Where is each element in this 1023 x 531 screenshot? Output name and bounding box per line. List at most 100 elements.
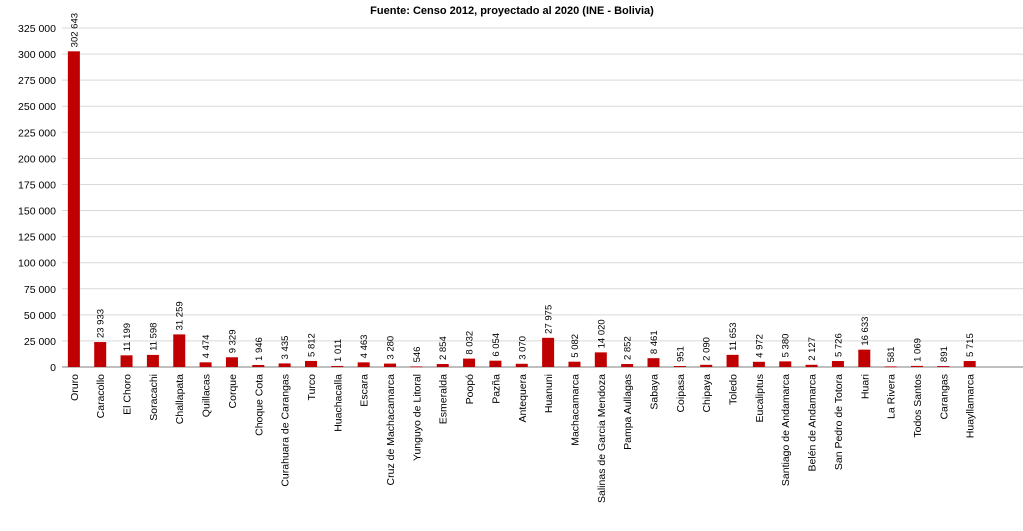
- data-label: 23 933: [96, 309, 107, 338]
- y-axis: 0 25 000 50 000 75 000 100 000 125 000 150 000…: [18, 23, 56, 374]
- x-tick-label: Todos Santos: [912, 374, 924, 438]
- bar: [700, 364, 713, 367]
- data-label: 11 199: [122, 323, 133, 351]
- bar: [963, 361, 976, 367]
- data-label: 5 082: [570, 334, 581, 358]
- data-label: 5 726: [833, 333, 844, 357]
- x-tick-label: Antequera: [517, 374, 529, 423]
- x-tick-label: El Choro: [122, 374, 134, 415]
- bar: [568, 361, 581, 367]
- y-tick-label: 200 000: [18, 153, 56, 165]
- bar: [594, 352, 607, 367]
- y-tick-label: 250 000: [18, 101, 56, 113]
- y-tick-label: 175 000: [18, 179, 56, 191]
- y-tick-label: 275 000: [18, 75, 56, 87]
- bar: [805, 364, 818, 367]
- data-label: 581: [886, 347, 897, 363]
- y-tick-label: 25 000: [24, 336, 56, 348]
- data-label: 2 127: [807, 337, 818, 361]
- data-label: 3 070: [517, 336, 528, 360]
- data-label: 1 069: [912, 338, 923, 362]
- x-tick-label: Corque: [227, 374, 239, 409]
- x-tick-label: Pazña: [490, 374, 502, 404]
- y-tick-label: 225 000: [18, 127, 56, 139]
- x-tick-label: Poopó: [464, 374, 476, 405]
- x-tick-label: Yunguyo de Litoral: [411, 374, 423, 461]
- x-tick-label: Curahuara de Carangas: [280, 374, 292, 487]
- bar: [463, 358, 476, 367]
- bar: [489, 360, 502, 367]
- x-tick-label: Oruro: [69, 374, 81, 401]
- x-tick-label: Caracollo: [95, 374, 107, 419]
- data-labels: 302 643 23 933 11 199 11 598 31 259 4 474 9 32…: [69, 13, 976, 362]
- data-label: 11 598: [148, 323, 159, 351]
- data-label: 16 633: [860, 317, 871, 346]
- bar: [673, 366, 686, 367]
- x-tick-label: San Pedro de Totora: [833, 374, 845, 470]
- data-label: 5 715: [965, 333, 976, 357]
- x-tick-label: Belén de Andamarca: [807, 374, 819, 472]
- bar: [173, 334, 186, 367]
- data-label: 8 032: [465, 331, 476, 355]
- data-label: 6 054: [491, 333, 502, 357]
- data-label: 14 020: [596, 319, 607, 348]
- data-label: 8 461: [649, 330, 660, 354]
- data-label: 2 854: [438, 336, 449, 360]
- bar: [436, 364, 449, 367]
- bar: [884, 366, 897, 368]
- data-label: 891: [939, 346, 950, 362]
- data-label: 4 972: [754, 334, 765, 358]
- x-tick-label: Salinas de Garcia Mendoza: [596, 374, 608, 503]
- x-tick-label: Eucaliptus: [754, 374, 766, 422]
- y-tick-label: 150 000: [18, 206, 56, 218]
- bar: [542, 337, 555, 367]
- bar: [120, 355, 133, 367]
- x-tick-label: Esmeralda: [438, 374, 450, 424]
- data-label: 1 946: [254, 337, 265, 361]
- data-label: 951: [675, 346, 686, 362]
- data-label: 546: [412, 347, 423, 363]
- data-label: 2 090: [702, 337, 713, 361]
- x-tick-label: Turco: [306, 374, 318, 401]
- bar: [647, 358, 660, 367]
- bar: [67, 51, 80, 368]
- x-tick-label: Quillacas: [201, 374, 213, 417]
- x-tick-label: Machacamarca: [569, 374, 581, 446]
- data-label: 31 259: [175, 301, 186, 330]
- chart-title: Fuente: Censo 2012, proyectado al 2020 (…: [370, 5, 654, 17]
- bar: [858, 349, 871, 367]
- bar: [357, 362, 370, 367]
- x-tick-label: Escara: [359, 374, 371, 407]
- bar: [384, 363, 397, 367]
- x-tick-label: Huachacalla: [332, 374, 344, 432]
- y-tick-label: 100 000: [18, 258, 56, 270]
- x-tick-label: Pampa Aullagas: [622, 374, 634, 450]
- x-tick-label: Carangas: [938, 374, 950, 420]
- bar: [515, 363, 528, 367]
- data-label: 4 463: [359, 335, 370, 359]
- bar: [199, 362, 212, 367]
- x-tick-label: Toledo: [728, 374, 740, 405]
- x-tick-label: Cruz de Machacamarca: [385, 374, 397, 486]
- x-tick-label: Challapata: [174, 374, 186, 424]
- x-axis: Oruro Caracollo El Choro Soracachi Challapat…: [69, 374, 977, 503]
- bar: [910, 365, 923, 367]
- data-label: 3 280: [386, 336, 397, 360]
- y-tick-label: 325 000: [18, 23, 56, 35]
- bar: [937, 366, 950, 367]
- bar: [410, 366, 423, 368]
- data-label: 5 380: [781, 334, 792, 358]
- x-tick-label: Chipaya: [701, 374, 713, 413]
- data-label: 11 653: [728, 322, 739, 350]
- x-tick-label: Soracachi: [148, 374, 160, 421]
- x-tick-label: Coipasa: [675, 374, 687, 413]
- data-label: 27 975: [544, 305, 555, 334]
- x-tick-label: Sabaya: [649, 374, 661, 410]
- x-tick-label: Huayllamarca: [965, 374, 977, 438]
- bar: [621, 364, 634, 367]
- data-label: 1 011: [333, 339, 344, 362]
- y-tick-label: 0: [50, 362, 56, 374]
- y-tick-label: 75 000: [24, 284, 56, 296]
- x-tick-label: Huari: [859, 374, 871, 399]
